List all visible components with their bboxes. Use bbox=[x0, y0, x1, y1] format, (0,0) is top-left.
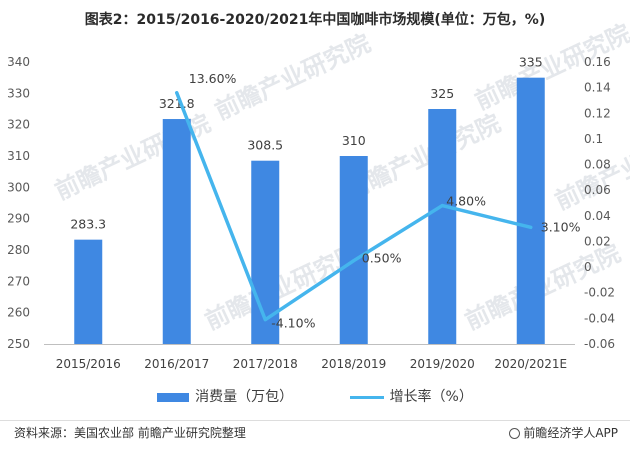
left-axis-tick: 270 bbox=[7, 274, 30, 288]
growth-point bbox=[175, 91, 179, 95]
line-series: 13.60% -4.10% 0.50% 4.80% 3.10% bbox=[175, 71, 581, 331]
right-axis-tick: 0.12 bbox=[584, 106, 611, 120]
growth-value-label: 4.80% bbox=[446, 194, 486, 209]
brand: 前瞻经济学人APP bbox=[509, 424, 618, 441]
left-axis-tick: 340 bbox=[7, 55, 30, 69]
left-axis-tick: 310 bbox=[7, 149, 30, 163]
x-axis-tick: 2018/2019 bbox=[321, 357, 386, 371]
bar-value-label: 325 bbox=[430, 86, 454, 101]
left-axis: 250 260 270 280 290 300 310 320 330 340 bbox=[7, 55, 30, 351]
right-axis-tick: 0.08 bbox=[584, 158, 611, 172]
footer: 资料来源：美国农业部 前瞻产业研究院整理 前瞻经济学人APP bbox=[14, 424, 618, 444]
left-axis-tick: 290 bbox=[7, 212, 30, 226]
right-axis-tick: 0.06 bbox=[584, 183, 611, 197]
left-axis-tick: 330 bbox=[7, 86, 30, 100]
left-axis-tick: 280 bbox=[7, 243, 30, 257]
right-axis-tick: -0.06 bbox=[584, 337, 615, 351]
bar bbox=[74, 239, 103, 344]
right-axis-tick: 0.14 bbox=[584, 81, 611, 95]
x-axis-tick: 2017/2018 bbox=[233, 357, 298, 371]
right-axis: -0.06 -0.04 -0.02 0 0.02 0.04 0.06 0.08 0.1 0.12 0… bbox=[584, 55, 615, 351]
footer-divider bbox=[0, 420, 630, 421]
bar bbox=[162, 119, 191, 344]
growth-value-label: 3.10% bbox=[541, 219, 581, 234]
source-note: 资料来源：美国农业部 前瞻产业研究院整理 bbox=[14, 426, 246, 440]
legend-item-growth: 增长率（%） bbox=[349, 386, 473, 406]
legend-label-consumption: 消费量（万包） bbox=[195, 389, 294, 405]
growth-point bbox=[263, 318, 267, 322]
brand-label: 前瞻经济学人APP bbox=[523, 426, 618, 440]
bar-value-label: 310 bbox=[342, 133, 366, 148]
bar bbox=[516, 77, 545, 345]
chart-title: 图表2：2015/2016-2020/2021年中国咖啡市场规模(单位：万包，%… bbox=[84, 12, 546, 28]
legend-bar-swatch bbox=[157, 392, 190, 402]
bar bbox=[339, 156, 368, 344]
growth-point bbox=[440, 204, 444, 208]
bar bbox=[428, 109, 457, 344]
bar-value-label: 283.3 bbox=[70, 217, 106, 232]
growth-value-label: 0.50% bbox=[362, 251, 402, 266]
right-axis-tick: -0.02 bbox=[584, 286, 615, 300]
right-axis-tick: 0.16 bbox=[584, 55, 611, 69]
bar-series: 283.3 321.8 308.5 310 325 335 bbox=[70, 55, 545, 345]
growth-value-label: -4.10% bbox=[271, 316, 315, 331]
right-axis-tick: 0 bbox=[584, 260, 592, 274]
left-axis-tick: 300 bbox=[7, 180, 30, 194]
bar-value-label: 335 bbox=[519, 55, 543, 70]
right-axis-tick: 0.04 bbox=[584, 209, 611, 223]
right-axis-tick: 0.1 bbox=[584, 132, 603, 146]
x-axis-tick: 2015/2016 bbox=[56, 357, 121, 371]
growth-point bbox=[352, 259, 356, 263]
legend: 消费量（万包） 增长率（%） bbox=[0, 386, 630, 406]
left-axis-tick: 320 bbox=[7, 118, 30, 132]
right-axis-tick: 0.02 bbox=[584, 234, 611, 248]
right-axis-tick: -0.04 bbox=[584, 311, 615, 325]
x-axis: 2015/2016 2016/2017 2017/2018 2018/2019 2019… bbox=[44, 344, 575, 371]
legend-item-consumption: 消费量（万包） bbox=[157, 386, 293, 406]
x-axis-tick: 2020/2021E bbox=[494, 357, 567, 371]
left-axis-tick: 250 bbox=[7, 337, 30, 351]
growth-value-label: 13.60% bbox=[189, 71, 237, 86]
x-axis-tick: 2019/2020 bbox=[410, 357, 475, 371]
legend-line-swatch bbox=[349, 395, 384, 399]
x-axis-tick: 2016/2017 bbox=[144, 357, 209, 371]
brand-logo-icon bbox=[509, 428, 521, 439]
legend-label-growth: 增长率（%） bbox=[389, 389, 473, 405]
left-axis-tick: 260 bbox=[7, 306, 30, 320]
bar-value-label: 321.8 bbox=[159, 96, 195, 111]
growth-point bbox=[529, 225, 533, 229]
bar-value-label: 308.5 bbox=[247, 138, 283, 153]
